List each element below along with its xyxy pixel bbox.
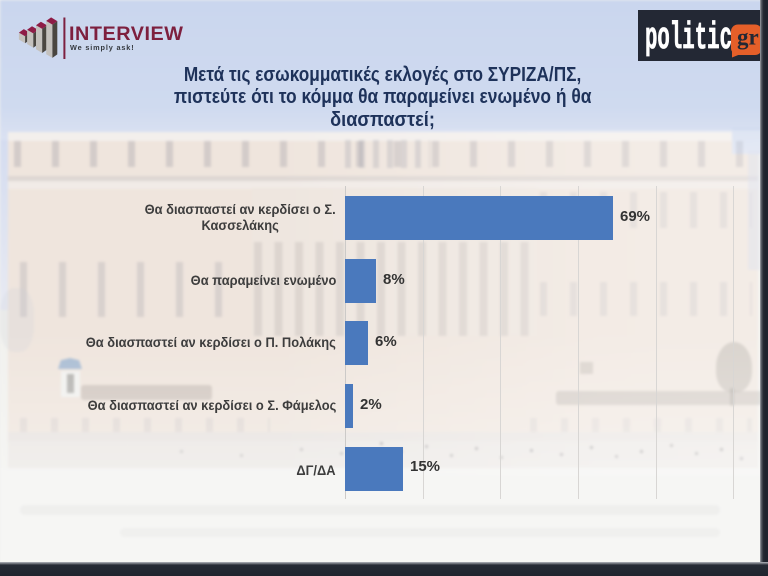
svg-text:gr: gr	[737, 25, 759, 50]
svg-text:INTERVIEW: INTERVIEW	[69, 23, 184, 45]
svg-text:politic: politic	[645, 17, 732, 60]
svg-text:We simply ask!: We simply ask!	[70, 43, 135, 52]
